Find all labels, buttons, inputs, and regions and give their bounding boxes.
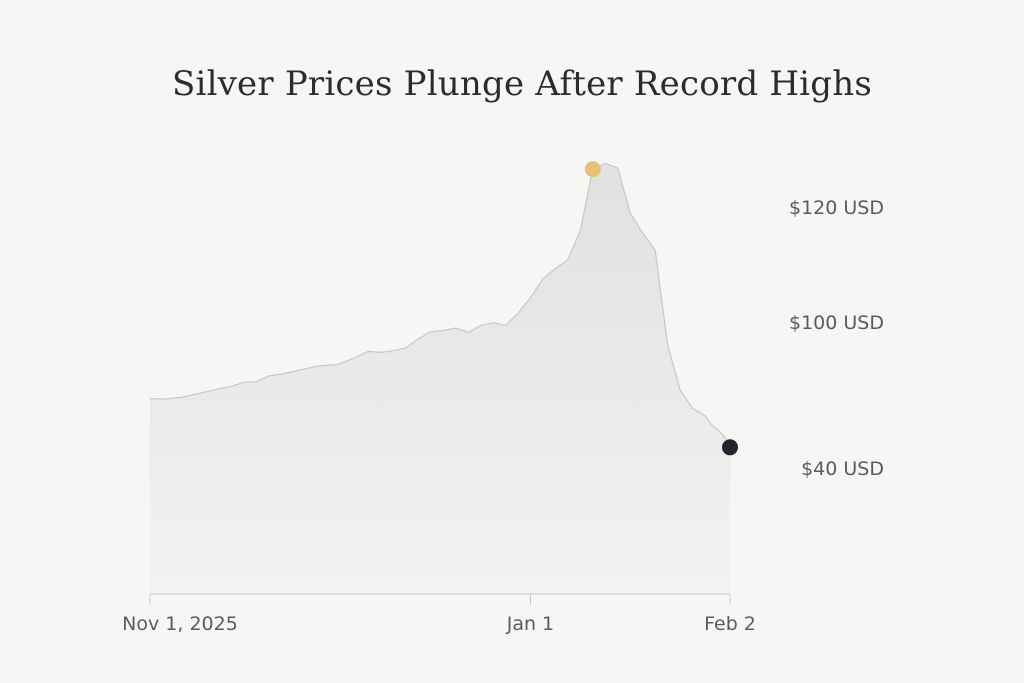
x-tick-label: Jan 1 — [506, 613, 554, 635]
y-tick-label: $40 USD — [801, 458, 884, 480]
x-tick-label: Nov 1, 2025 — [122, 613, 238, 635]
x-tick-label: Feb 2 — [704, 613, 756, 635]
price-area — [150, 163, 730, 595]
peak-marker — [584, 161, 601, 178]
y-tick-label: $100 USD — [789, 312, 884, 334]
price-line — [149, 162, 731, 448]
latest-marker — [722, 439, 738, 456]
chart-title: Silver Prices Plunge After Record Highs — [172, 64, 872, 104]
y-tick-label: $120 USD — [789, 197, 884, 219]
